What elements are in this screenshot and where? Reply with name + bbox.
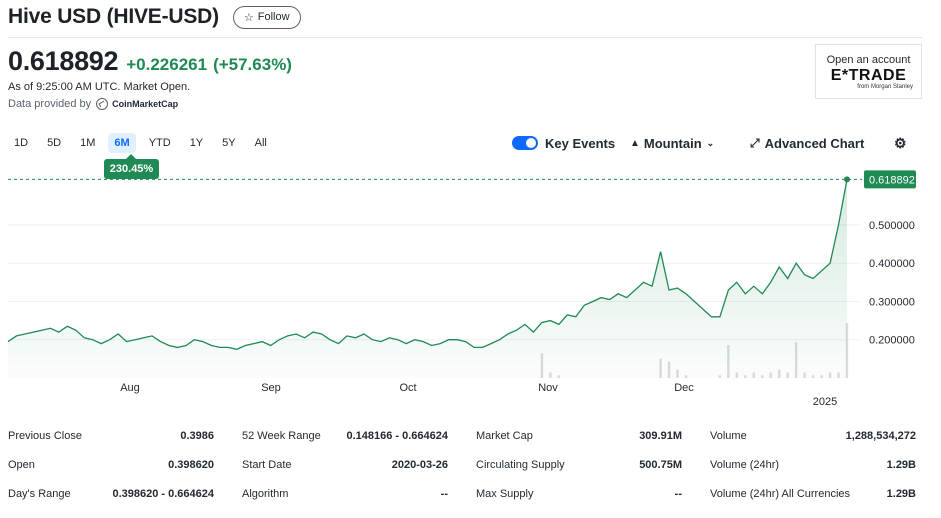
- price-chart[interactable]: 0.618892 0.200000 0.300000 0.400000 0.50000…: [0, 165, 941, 415]
- price-area-fill: [8, 179, 847, 378]
- settings-button[interactable]: ⚙: [894, 133, 907, 153]
- range-all[interactable]: All: [254, 137, 267, 149]
- range-selector: 1D 5D 1M 6M YTD 1Y 5Y All: [8, 133, 280, 153]
- stat-value: 0.398620: [168, 459, 214, 471]
- range-ytd[interactable]: YTD: [148, 137, 171, 149]
- stat-row: Market Cap 309.91M: [476, 422, 682, 451]
- stat-value: 2020-03-26: [391, 459, 448, 471]
- stat-label: Start Date: [242, 459, 292, 471]
- key-events-toggle[interactable]: [512, 136, 538, 150]
- coinmarketcap-logo-icon: [96, 98, 109, 110]
- stat-label: Volume (24hr) All Currencies: [710, 488, 851, 500]
- stat-label: 52 Week Range: [242, 430, 321, 442]
- stat-value: 309.91M: [639, 430, 682, 442]
- stat-label: Algorithm: [242, 488, 289, 500]
- x-tick-label: Dec: [674, 382, 694, 394]
- etrade-ad[interactable]: Open an account E*TRADE from Morgan Stan…: [815, 44, 922, 99]
- follow-label: Follow: [257, 11, 290, 23]
- stat-value: 500.75M: [639, 459, 682, 471]
- range-1d[interactable]: 1D: [14, 137, 29, 149]
- stat-row: Circulating Supply 500.75M: [476, 451, 682, 480]
- stats-column: 52 Week Range 0.148166 - 0.664624 Start D…: [242, 422, 448, 509]
- x-tick-label: Nov: [538, 382, 558, 394]
- price-change: +0.226261: [126, 55, 208, 74]
- stat-row: Open 0.398620: [8, 451, 214, 480]
- stat-value: 1,288,534,272: [845, 430, 916, 442]
- x-tick-label: 2025: [813, 396, 837, 408]
- stat-value: --: [440, 488, 448, 500]
- provided-by-label: Data provided by: [8, 98, 92, 110]
- price-row: 0.618892 +0.226261 (+57.63%): [8, 46, 292, 77]
- ad-brand-logo: E*TRADE: [830, 67, 907, 84]
- stat-row: Volume (24hr) 1.29B: [710, 451, 916, 480]
- y-tick-label: 0.200000: [869, 335, 915, 347]
- stat-value: 0.3986: [180, 430, 214, 442]
- stat-row: Day's Range 0.398620 - 0.664624: [8, 480, 214, 509]
- stat-label: Circulating Supply: [476, 459, 565, 471]
- stat-row: Max Supply --: [476, 480, 682, 509]
- stat-row: Start Date 2020-03-26: [242, 451, 448, 480]
- price-change-percent: (+57.63%): [213, 55, 292, 74]
- stat-label: Max Supply: [476, 488, 534, 500]
- as-of-timestamp: As of 9:25:00 AM UTC. Market Open.: [8, 81, 191, 93]
- y-tick-label: 0.500000: [869, 220, 915, 232]
- chevron-down-icon: ⌄: [706, 137, 715, 148]
- stat-row: Previous Close 0.3986: [8, 422, 214, 451]
- price-line: [7, 179, 848, 350]
- chart-type-dropdown[interactable]: ▲ Mountain ⌄: [630, 133, 714, 153]
- svg-text:0.618892: 0.618892: [869, 174, 915, 186]
- advanced-chart-label: Advanced Chart: [764, 135, 865, 151]
- stat-row: 52 Week Range 0.148166 - 0.664624: [242, 422, 448, 451]
- x-tick-label: Sep: [261, 382, 281, 394]
- stats-column: Previous Close 0.3986 Open 0.398620 Day's …: [8, 422, 214, 509]
- x-tick-label: Aug: [120, 382, 140, 394]
- stat-label: Open: [8, 459, 35, 471]
- range-5y[interactable]: 5Y: [222, 137, 236, 149]
- stat-label: Market Cap: [476, 430, 533, 442]
- range-6m[interactable]: 6M: [108, 133, 136, 153]
- advanced-chart-button[interactable]: ⤢ Advanced Chart: [750, 133, 864, 153]
- mountain-icon: ▲: [630, 137, 640, 149]
- last-price-label: 0.618892: [864, 170, 916, 189]
- stats-column: Volume 1,288,534,272 Volume (24hr) 1.29B V…: [710, 422, 916, 509]
- header-divider: [8, 37, 922, 38]
- ad-headline: Open an account: [826, 54, 911, 66]
- expand-icon: ⤢: [750, 135, 760, 150]
- stat-label: Day's Range: [8, 488, 71, 500]
- range-5d[interactable]: 5D: [47, 137, 62, 149]
- ad-subtitle: from Morgan Stanley: [857, 84, 913, 90]
- page-title: Hive USD (HIVE-USD): [8, 5, 219, 28]
- stat-value: 1.29B: [886, 488, 916, 500]
- range-1m[interactable]: 1M: [80, 137, 96, 149]
- y-tick-label: 0.400000: [869, 258, 915, 270]
- stat-label: Volume (24hr): [710, 459, 780, 471]
- stats-column: Market Cap 309.91M Circulating Supply 500.…: [476, 422, 682, 509]
- stat-label: Volume: [710, 430, 747, 442]
- stat-row: Volume (24hr) All Currencies 1.29B: [710, 480, 916, 509]
- key-events-label: Key Events: [545, 135, 616, 151]
- range-change-badge: 230.45%: [104, 154, 159, 179]
- chart-type-label: Mountain: [643, 135, 702, 151]
- y-tick-label: 0.300000: [869, 296, 915, 308]
- stat-row: Algorithm --: [242, 480, 448, 509]
- stat-label: Previous Close: [8, 430, 82, 442]
- follow-button[interactable]: ☆ Follow: [232, 5, 301, 29]
- provider-name: CoinMarketCap: [112, 99, 179, 109]
- stat-value: 0.398620 - 0.664624: [112, 488, 214, 500]
- quote-header: Hive USD (HIVE-USD) ☆ Follow: [8, 4, 301, 30]
- range-1y[interactable]: 1Y: [189, 137, 204, 149]
- data-provider: Data provided by CoinMarketCap: [8, 98, 178, 110]
- x-tick-label: Oct: [399, 382, 416, 394]
- star-icon: ☆: [243, 11, 254, 24]
- current-price: 0.618892: [8, 46, 119, 76]
- stats-table: Previous Close 0.3986 Open 0.398620 Day's …: [8, 422, 918, 509]
- stat-value: --: [674, 488, 682, 500]
- stat-value: 1.29B: [886, 459, 916, 471]
- last-price-dot: [844, 176, 850, 183]
- stat-value: 0.148166 - 0.664624: [346, 430, 448, 442]
- key-events-toggle-group[interactable]: Key Events: [512, 133, 615, 153]
- stat-row: Volume 1,288,534,272: [710, 422, 916, 451]
- gear-icon: ⚙: [894, 134, 907, 151]
